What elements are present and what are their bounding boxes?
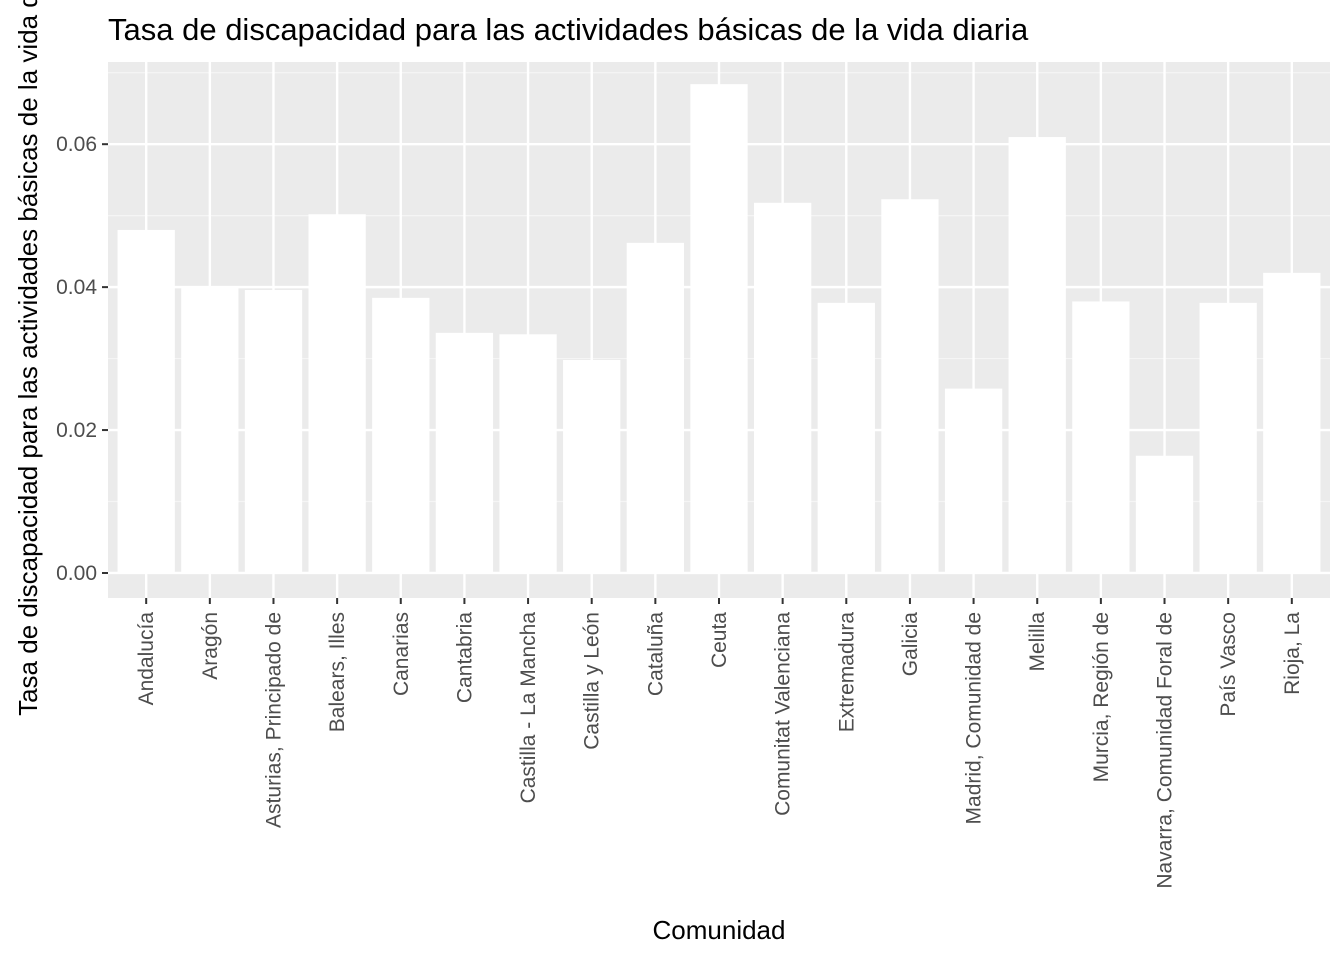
x-tick-label: Comunitat Valenciana [772,612,795,816]
x-tick-label: Canarias [390,612,413,696]
y-tick-label: 0.02 [56,419,97,442]
bar [817,302,875,573]
x-tick-label: Madrid, Comunidad de [963,612,986,824]
x-tick-label: País Vasco [1217,612,1240,717]
bar [117,229,175,573]
x-tick-label: Melilla [1026,612,1049,672]
x-tick-label: Extremadura [835,612,858,733]
bar [372,297,430,573]
bar [244,289,303,573]
y-axis-title: Tasa de discapacidad para las actividade… [13,0,43,716]
x-axis-title: Comunidad [653,915,786,945]
x-tick-label: Galicia [899,612,922,677]
bar [1199,302,1257,573]
x-tick-label: Ceuta [708,612,731,668]
y-tick-label: 0.04 [56,276,97,299]
x-tick-label: Castilla - La Mancha [517,612,540,804]
x-tick-label: Cantabria [453,612,476,703]
x-tick-label: Murcia, Región de [1090,612,1113,782]
bar [754,202,812,573]
y-tick-label: 0.06 [56,133,97,156]
x-tick-label: Balears, Illes [326,612,349,732]
bar [881,199,939,573]
bar [626,242,684,573]
bar [690,84,748,573]
x-axis: Andalucía Aragón Asturias, Principado de Ba… [135,598,1304,889]
bar [1135,455,1194,573]
bar [181,287,239,573]
bar [563,360,621,573]
x-tick-label: Castilla y León [581,612,604,750]
bar [308,214,366,573]
y-axis: 0.00 0.02 0.04 0.06 [56,133,108,585]
bars [117,84,1321,573]
x-tick-label: Asturias, Principado de [262,612,285,828]
x-tick-label: Cataluña [644,612,667,696]
bar [1008,137,1066,573]
x-tick-label: Andalucía [135,612,158,706]
y-tick-label: 0.00 [56,562,97,585]
bar [1072,301,1130,573]
x-tick-label: Navarra, Comunidad Foral de [1154,612,1177,889]
chart-title: Tasa de discapacidad para las actividade… [108,12,1029,47]
bar [499,334,557,573]
bar [1263,272,1321,573]
bar [944,388,1003,573]
x-tick-label: Rioja, La [1281,612,1304,695]
bar [435,332,494,573]
x-tick-label: Aragón [199,612,222,680]
